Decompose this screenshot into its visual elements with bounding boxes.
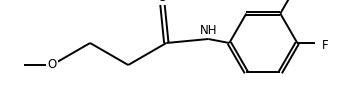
Text: F: F bbox=[322, 39, 329, 51]
Text: O: O bbox=[158, 0, 167, 4]
Text: O: O bbox=[47, 59, 57, 71]
Text: NH: NH bbox=[199, 24, 217, 37]
